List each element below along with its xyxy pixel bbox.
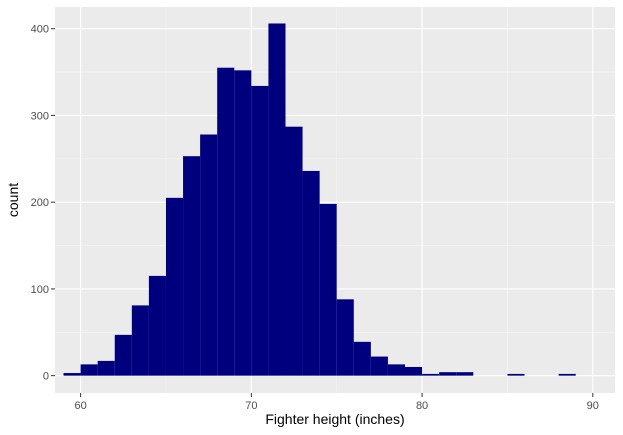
histogram-bar bbox=[148, 275, 166, 376]
histogram-bar bbox=[97, 360, 115, 376]
y-tick-label: 200 bbox=[31, 197, 49, 209]
y-tick-label: 300 bbox=[31, 110, 49, 122]
y-axis-ticks: 0 100 200 300 400 bbox=[31, 24, 55, 383]
x-axis-title: Fighter height (inches) bbox=[265, 411, 404, 427]
histogram-bar bbox=[285, 126, 303, 376]
histogram-bar bbox=[439, 372, 457, 376]
histogram-bar bbox=[302, 170, 320, 376]
histogram-bar bbox=[353, 341, 371, 376]
x-tick-label: 70 bbox=[245, 400, 257, 412]
x-tick-label: 80 bbox=[416, 400, 428, 412]
histogram-bar bbox=[268, 23, 286, 376]
histogram-bar bbox=[251, 85, 269, 376]
histogram-bar bbox=[217, 67, 235, 376]
histogram-bar bbox=[336, 299, 354, 376]
histogram-bar bbox=[370, 356, 388, 376]
histogram-bar bbox=[558, 373, 576, 376]
histogram-bar bbox=[387, 364, 405, 376]
histogram-bar bbox=[165, 197, 184, 376]
histogram-bars bbox=[63, 23, 576, 376]
histogram-bar bbox=[114, 334, 132, 376]
x-axis-ticks: 60 70 80 90 bbox=[74, 393, 599, 412]
histogram-bar bbox=[507, 373, 525, 376]
histogram-bar bbox=[319, 203, 337, 376]
histogram-bar bbox=[456, 372, 474, 376]
histogram-bar bbox=[183, 156, 201, 376]
histogram-bar bbox=[131, 305, 149, 376]
x-tick-label: 60 bbox=[74, 400, 86, 412]
x-tick-label: 90 bbox=[587, 400, 599, 412]
y-axis-title: count bbox=[5, 183, 21, 217]
histogram-bar bbox=[422, 373, 440, 376]
histogram-bar bbox=[63, 373, 81, 376]
histogram-bar bbox=[405, 366, 423, 376]
y-tick-label: 400 bbox=[31, 24, 49, 36]
histogram-bar bbox=[80, 364, 98, 376]
y-tick-label: 100 bbox=[31, 284, 49, 296]
y-tick-label: 0 bbox=[43, 371, 49, 383]
histogram-bar bbox=[200, 134, 218, 376]
histogram-bar bbox=[234, 70, 252, 376]
